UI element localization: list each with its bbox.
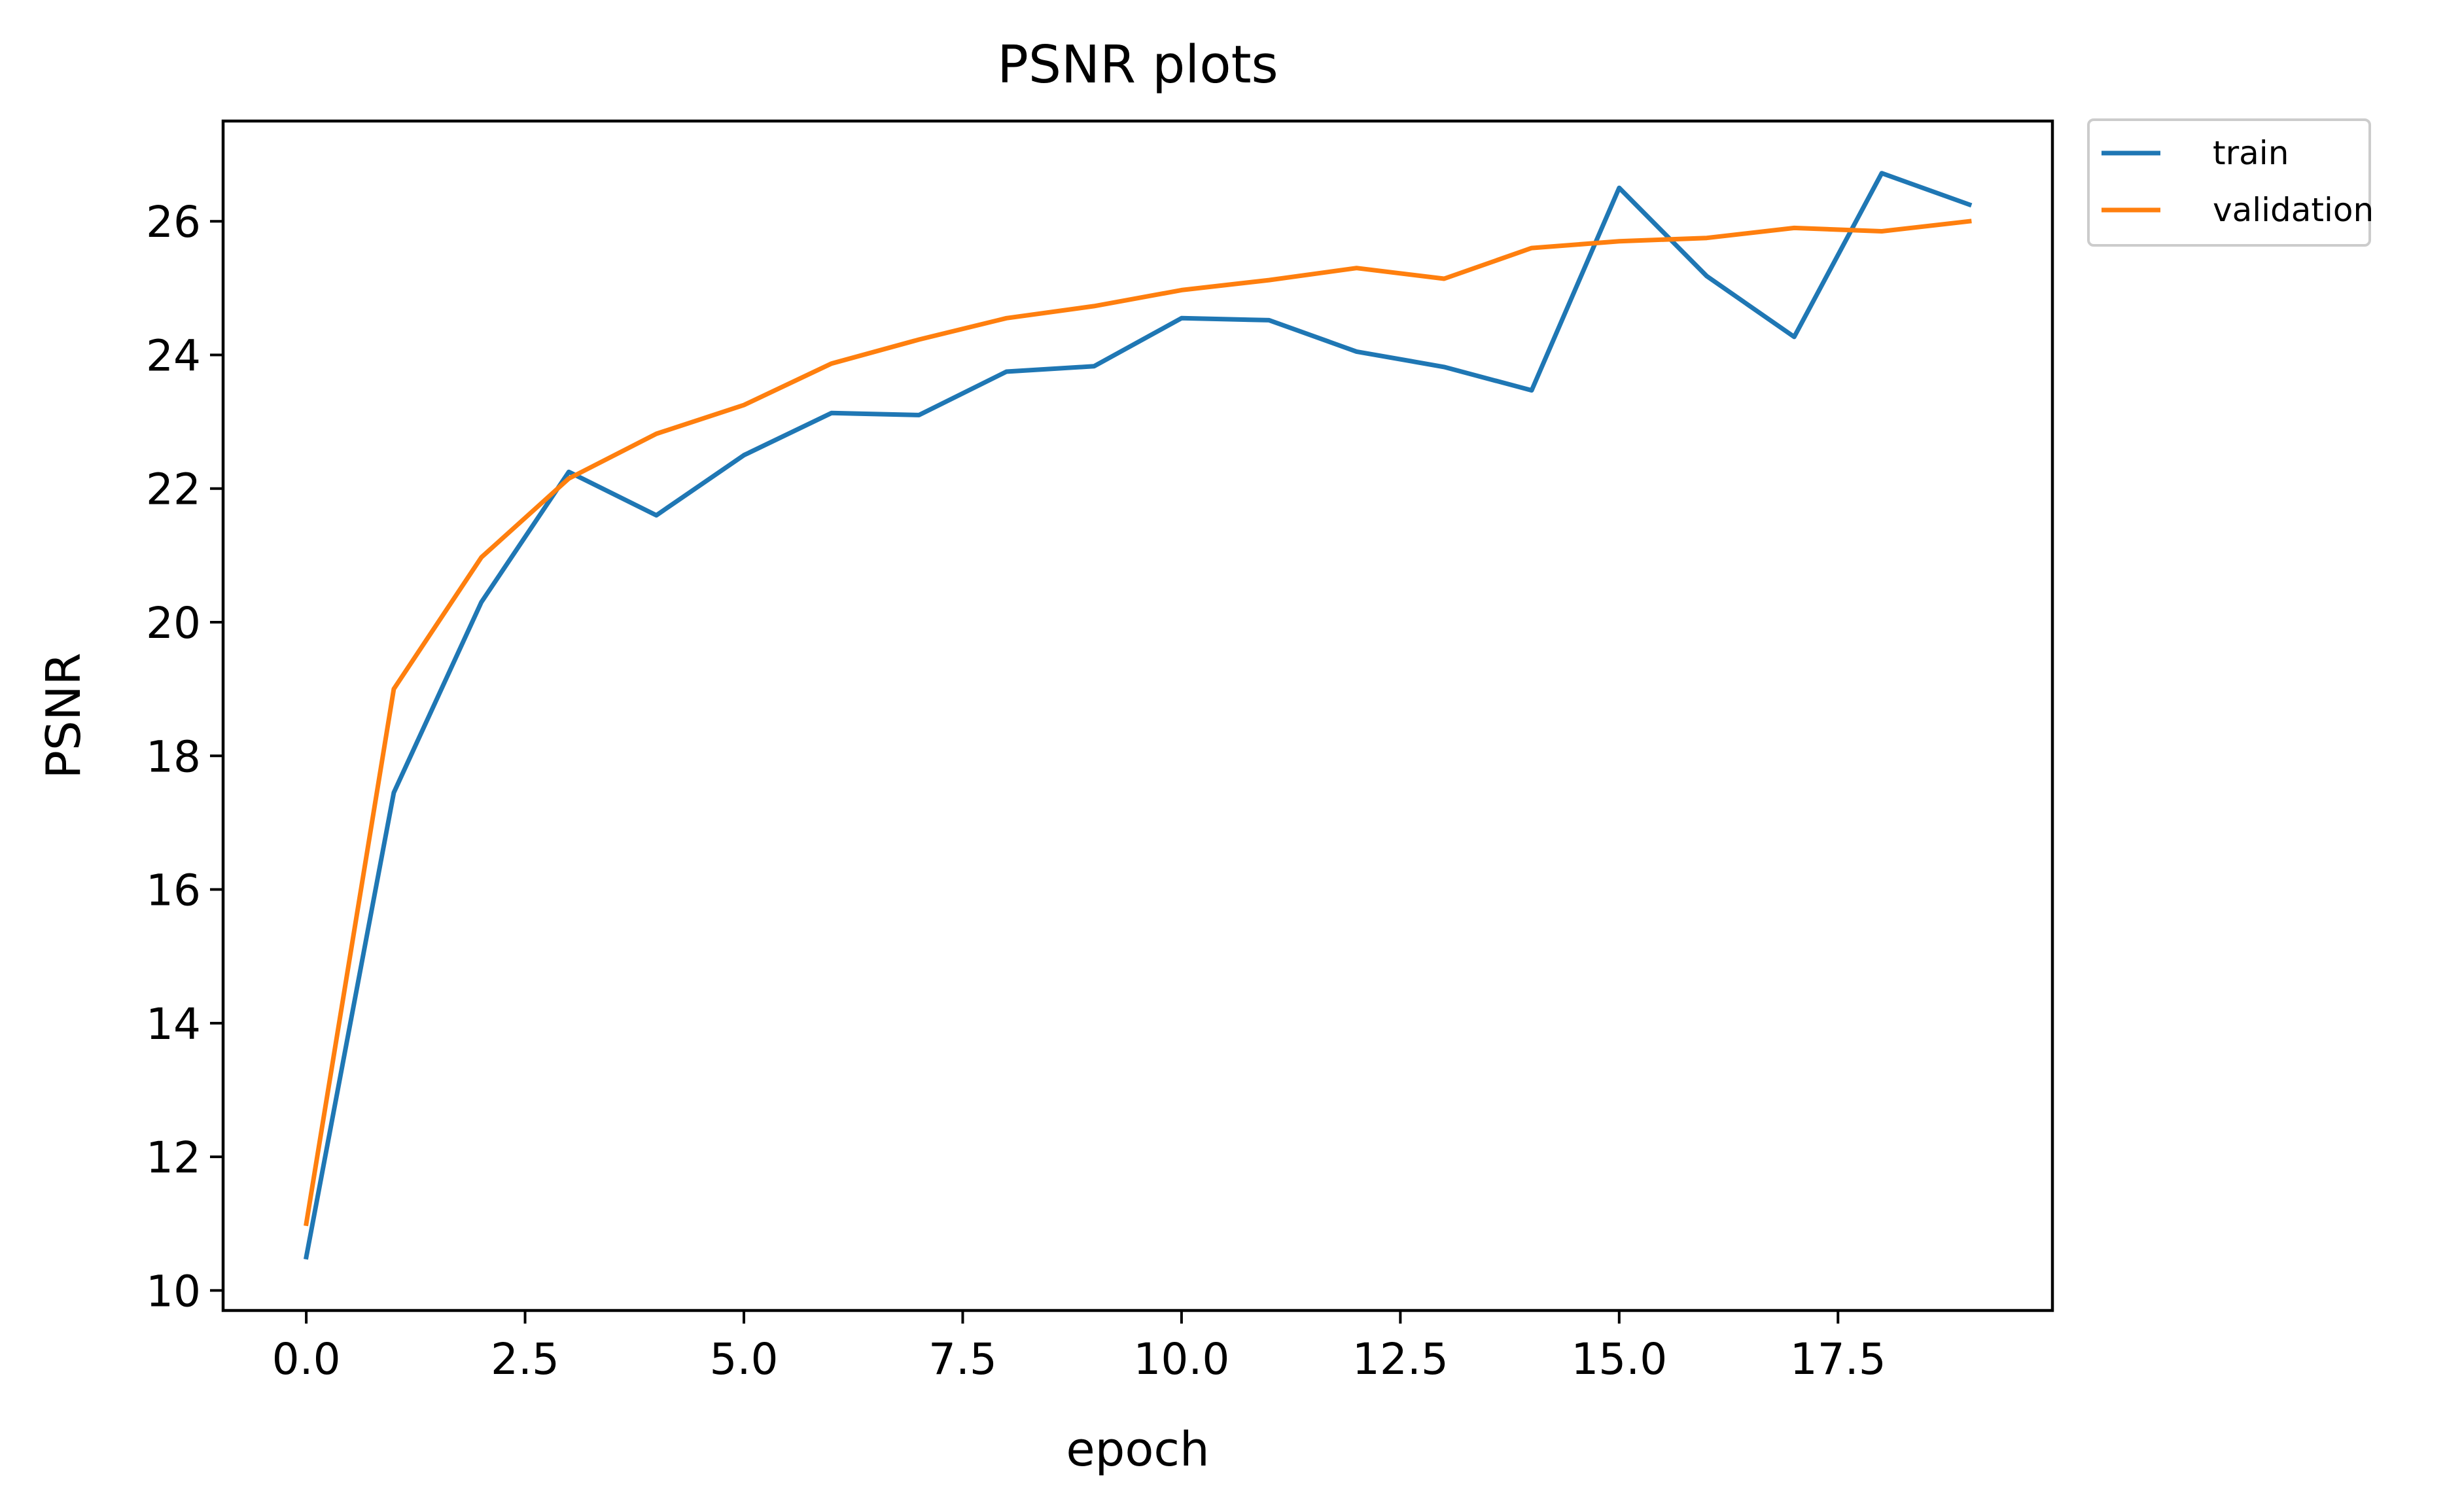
x-axis: 0.0 2.5 5.0 7.5 10.0 12.5 15.0 17.5 — [272, 1310, 1886, 1384]
legend-label-validation: validation — [2213, 191, 2374, 229]
y-tick-label: 14 — [146, 999, 201, 1049]
x-tick-label: 10.0 — [1133, 1334, 1229, 1384]
y-tick-label: 24 — [146, 330, 201, 381]
x-tick-label: 15.0 — [1571, 1334, 1667, 1384]
y-tick-label: 18 — [146, 731, 201, 782]
series-layer — [304, 171, 1973, 1260]
y-tick-label: 20 — [146, 598, 201, 648]
series-line-train — [304, 171, 1973, 1260]
legend-label-train: train — [2213, 134, 2289, 172]
y-tick-label: 10 — [146, 1266, 201, 1316]
y-tick-label: 12 — [146, 1133, 201, 1183]
x-tick-label: 2.5 — [491, 1334, 559, 1384]
y-tick-label: 16 — [146, 866, 201, 916]
x-tick-label: 0.0 — [272, 1334, 341, 1384]
x-tick-label: 7.5 — [928, 1334, 997, 1384]
y-axis-label: PSNR — [36, 652, 91, 779]
x-axis-label: epoch — [1066, 1422, 1209, 1477]
legend: train validation — [2087, 118, 2374, 247]
plot-frame — [221, 119, 2054, 1312]
y-tick-label: 26 — [146, 197, 201, 247]
x-tick-label: 5.0 — [710, 1334, 779, 1384]
y-axis: 10 12 14 16 18 20 22 24 26 — [146, 197, 223, 1316]
y-tick-label: 22 — [146, 465, 201, 515]
chart-title: PSNR plots — [997, 35, 1278, 95]
x-tick-label: 12.5 — [1352, 1334, 1449, 1384]
series-line-validation — [304, 219, 1972, 1227]
x-tick-label: 17.5 — [1790, 1334, 1886, 1384]
